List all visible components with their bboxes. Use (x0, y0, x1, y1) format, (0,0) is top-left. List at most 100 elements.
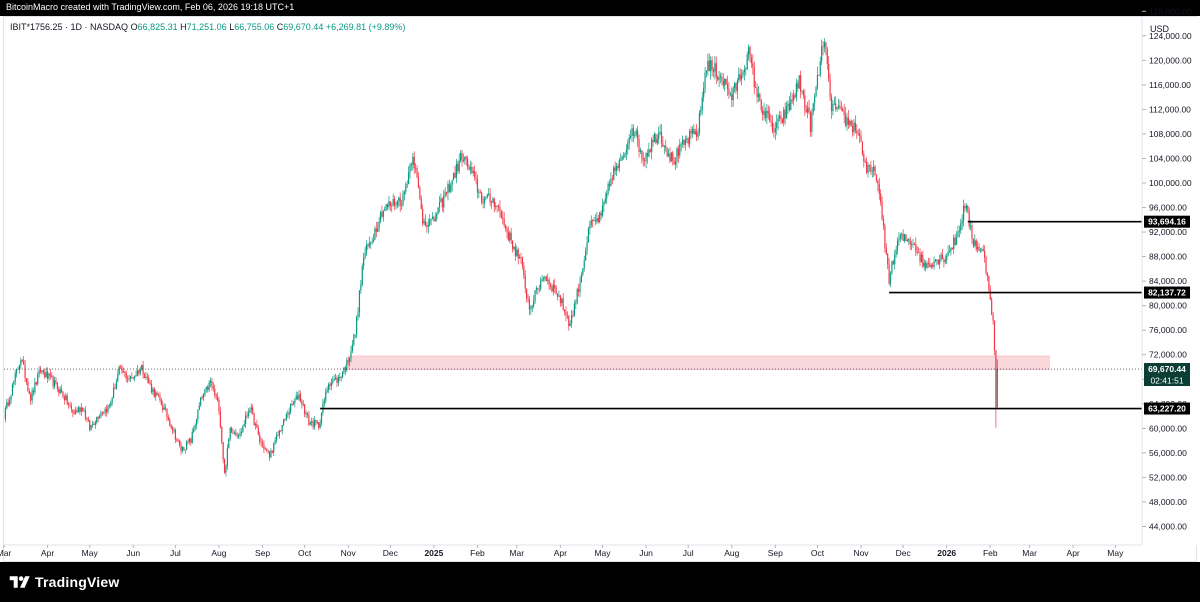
candle[interactable] (301, 398, 303, 409)
candle[interactable] (677, 145, 679, 163)
candle[interactable] (718, 70, 720, 88)
candle[interactable] (923, 259, 925, 271)
candle[interactable] (958, 225, 960, 238)
candle[interactable] (377, 221, 379, 232)
candle[interactable] (663, 144, 665, 155)
candle[interactable] (946, 253, 948, 265)
candle[interactable] (45, 367, 47, 379)
candle[interactable] (313, 416, 316, 430)
candle[interactable] (274, 436, 276, 445)
candle[interactable] (419, 185, 421, 200)
candle[interactable] (389, 201, 391, 211)
candle[interactable] (327, 382, 330, 394)
candle[interactable] (540, 276, 542, 292)
candle[interactable] (680, 142, 682, 152)
candle[interactable] (637, 125, 639, 147)
candle[interactable] (155, 389, 157, 401)
candle[interactable] (870, 160, 872, 175)
candle[interactable] (538, 284, 540, 293)
candle[interactable] (152, 386, 154, 396)
candle[interactable] (562, 293, 564, 311)
candle[interactable] (759, 92, 761, 102)
candle[interactable] (24, 359, 26, 383)
candle[interactable] (763, 103, 765, 121)
candle[interactable] (785, 101, 788, 119)
candle[interactable] (568, 314, 570, 331)
candle[interactable] (753, 61, 755, 95)
candle[interactable] (502, 211, 504, 225)
candle[interactable] (766, 104, 768, 125)
candle[interactable] (350, 345, 352, 363)
candle[interactable] (583, 255, 585, 272)
candle[interactable] (773, 123, 775, 138)
candle[interactable] (219, 406, 221, 429)
candle[interactable] (451, 179, 453, 192)
candle[interactable] (28, 388, 30, 395)
candle[interactable] (725, 78, 727, 85)
candle[interactable] (735, 82, 737, 94)
candle[interactable] (572, 310, 574, 318)
candle[interactable] (37, 371, 39, 387)
last-price-tag[interactable]: 69,670.44 (1144, 363, 1190, 376)
candle[interactable] (96, 416, 98, 425)
candle[interactable] (665, 139, 667, 152)
candle[interactable] (447, 180, 449, 201)
candle[interactable] (334, 373, 337, 381)
candle[interactable] (552, 280, 554, 296)
candle[interactable] (563, 309, 566, 316)
candle[interactable] (912, 239, 914, 248)
candle[interactable] (400, 199, 403, 210)
candle[interactable] (930, 263, 932, 270)
candle[interactable] (478, 188, 480, 199)
candle[interactable] (957, 225, 959, 238)
candle[interactable] (169, 417, 171, 427)
candle[interactable] (475, 171, 477, 185)
candle[interactable] (238, 433, 240, 439)
candle[interactable] (993, 320, 996, 356)
candle[interactable] (243, 420, 245, 427)
candle[interactable] (558, 290, 560, 297)
candle[interactable] (423, 218, 425, 226)
candle[interactable] (235, 428, 237, 437)
candle[interactable] (332, 376, 334, 385)
candle[interactable] (638, 134, 640, 158)
candle[interactable] (517, 247, 519, 265)
candle[interactable] (6, 398, 8, 410)
candle[interactable] (667, 148, 670, 158)
candle[interactable] (624, 152, 626, 159)
candle[interactable] (304, 403, 306, 418)
candle[interactable] (777, 114, 779, 131)
candle[interactable] (864, 158, 866, 164)
candle[interactable] (509, 230, 511, 244)
candle[interactable] (179, 439, 181, 448)
candle[interactable] (471, 161, 473, 174)
candle[interactable] (846, 112, 848, 131)
candle[interactable] (326, 386, 328, 394)
candle[interactable] (363, 252, 365, 271)
candle[interactable] (646, 149, 649, 164)
candle[interactable] (510, 227, 512, 245)
candle[interactable] (409, 162, 411, 179)
candle[interactable] (698, 110, 701, 136)
candle[interactable] (787, 100, 789, 115)
candle[interactable] (195, 418, 198, 430)
candle[interactable] (601, 198, 604, 218)
candle[interactable] (180, 441, 182, 455)
candle[interactable] (524, 270, 526, 294)
candle[interactable] (519, 254, 521, 259)
candle[interactable] (257, 425, 259, 436)
candle[interactable] (264, 446, 266, 450)
candle[interactable] (726, 75, 729, 97)
candle[interactable] (240, 427, 243, 437)
candle[interactable] (752, 54, 754, 75)
candle[interactable] (228, 437, 230, 449)
candle[interactable] (830, 93, 833, 119)
candle[interactable] (79, 406, 81, 415)
candle[interactable] (701, 91, 703, 115)
candle[interactable] (311, 417, 313, 427)
candle[interactable] (642, 151, 644, 167)
candle[interactable] (173, 427, 175, 434)
candle[interactable] (814, 93, 816, 111)
candle[interactable] (266, 448, 268, 453)
candle[interactable] (58, 386, 60, 397)
